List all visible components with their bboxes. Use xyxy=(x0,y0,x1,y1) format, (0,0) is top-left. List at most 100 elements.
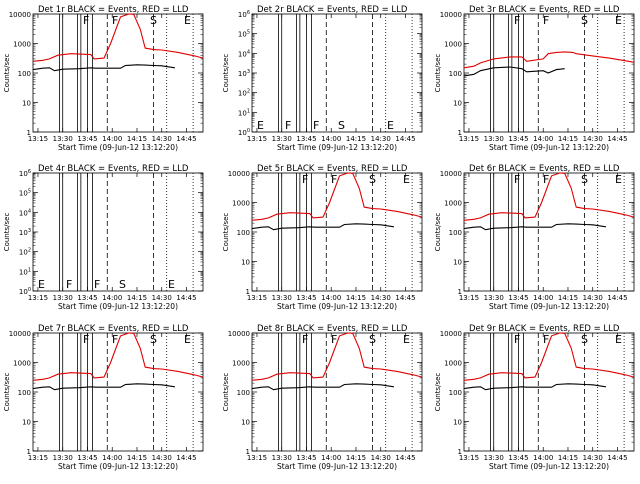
x-tick-label: 14:45 xyxy=(176,135,196,143)
y-tick-exponent: 2 xyxy=(247,89,250,95)
plot-frame xyxy=(33,14,203,132)
y-axis-label: Counts/sec xyxy=(434,213,442,252)
x-axis-label: Start Time (09-Jun-12 13:12:20) xyxy=(58,302,178,311)
x-tick-label: 14:45 xyxy=(395,135,415,143)
x-axis-label: Start Time (09-Jun-12 13:12:20) xyxy=(277,302,397,311)
x-tick-label: 13:30 xyxy=(53,454,73,462)
y-tick-label: 10000 xyxy=(228,330,250,338)
y-tick-label: 10000 xyxy=(440,330,462,338)
flag-letter: S xyxy=(338,119,345,132)
x-tick-label: 13:30 xyxy=(484,135,504,143)
x-tick-label: 14:45 xyxy=(176,294,196,302)
y-tick-label: 1000 xyxy=(444,360,462,368)
y-axis-label: Counts/sec xyxy=(434,54,442,93)
y-tick-exponent: 1 xyxy=(247,108,250,114)
x-tick-label: 13:45 xyxy=(77,294,97,302)
x-tick-label: 13:15 xyxy=(28,294,48,302)
y-tick-label: 1 xyxy=(27,448,31,456)
x-tick-label: 13:30 xyxy=(272,454,292,462)
series-line-events xyxy=(33,384,175,390)
flag-letter: E xyxy=(38,278,45,291)
y-axis-label: Counts/sec xyxy=(222,373,230,412)
series-line-events xyxy=(252,224,394,230)
x-tick-label: 14:45 xyxy=(395,294,415,302)
series-line-events xyxy=(464,224,606,230)
y-tick-label: 10 xyxy=(453,100,462,108)
y-tick-label: 105 xyxy=(238,30,250,39)
y-tick-exponent: 2 xyxy=(28,248,31,254)
x-axis-label: Start Time (09-Jun-12 13:12:20) xyxy=(489,462,609,471)
x-tick-label: 14:00 xyxy=(533,454,553,462)
y-tick-label: 10000 xyxy=(440,11,462,19)
y-tick-label: 1000 xyxy=(232,360,250,368)
plot-frame xyxy=(464,173,634,291)
y-tick-label: 106 xyxy=(19,169,31,178)
x-tick-label: 13:30 xyxy=(272,135,292,143)
x-tick-label: 14:15 xyxy=(127,294,147,302)
x-tick-label: 13:45 xyxy=(296,454,316,462)
plot-frame xyxy=(33,173,203,291)
plot-frame xyxy=(252,14,422,132)
y-tick-label: 1 xyxy=(27,129,31,137)
x-tick-label: 13:15 xyxy=(247,135,267,143)
x-tick-label: 13:30 xyxy=(272,294,292,302)
x-tick-label: 14:15 xyxy=(127,135,147,143)
x-tick-label: 13:45 xyxy=(296,294,316,302)
x-tick-label: 14:45 xyxy=(176,454,196,462)
y-tick-label: 100 xyxy=(18,389,31,397)
x-tick-label: 14:30 xyxy=(152,135,172,143)
x-tick-label: 14:15 xyxy=(346,454,366,462)
x-tick-label: 14:45 xyxy=(607,294,627,302)
x-tick-label: 14:30 xyxy=(152,454,172,462)
x-tick-label: 14:45 xyxy=(607,454,627,462)
y-axis-label: Counts/sec xyxy=(222,213,230,252)
flag-letter: S xyxy=(581,173,588,186)
flag-letter: S xyxy=(581,14,588,27)
y-tick-exponent: 1 xyxy=(28,267,31,273)
y-tick-exponent: 0 xyxy=(247,128,250,134)
flag-letter: E xyxy=(615,333,622,346)
x-tick-label: 14:30 xyxy=(371,294,391,302)
y-tick-label: 10 xyxy=(453,259,462,267)
y-tick-label: 1 xyxy=(458,288,462,296)
flag-letter: F xyxy=(66,278,72,291)
flag-letter: E xyxy=(615,14,622,27)
series-line-lld xyxy=(464,52,634,68)
y-tick-label: 100 xyxy=(237,229,250,237)
y-tick-label: 10000 xyxy=(9,330,31,338)
flag-letter: E xyxy=(387,119,394,132)
x-tick-label: 13:45 xyxy=(508,294,528,302)
y-tick-label: 104 xyxy=(238,49,250,58)
x-tick-label: 13:45 xyxy=(296,135,316,143)
x-tick-label: 14:30 xyxy=(583,294,603,302)
flag-letter: S xyxy=(119,278,126,291)
x-tick-label: 14:15 xyxy=(558,294,578,302)
x-tick-label: 14:30 xyxy=(152,294,172,302)
flag-letter: E xyxy=(168,278,175,291)
y-tick-exponent: 6 xyxy=(28,169,31,175)
x-axis-label: Start Time (09-Jun-12 13:12:20) xyxy=(489,302,609,311)
y-tick-label: 10000 xyxy=(9,11,31,19)
y-tick-label: 100 xyxy=(449,229,462,237)
series-line-events xyxy=(464,384,606,390)
flag-letter: E xyxy=(403,333,410,346)
x-tick-label: 14:00 xyxy=(321,294,341,302)
x-tick-label: 14:00 xyxy=(533,294,553,302)
flag-letter: F xyxy=(543,14,549,27)
x-tick-label: 14:45 xyxy=(607,135,627,143)
flag-letter: S xyxy=(369,173,376,186)
x-tick-label: 14:00 xyxy=(102,135,122,143)
y-tick-exponent: 4 xyxy=(28,208,31,214)
flag-letter: F xyxy=(83,333,89,346)
y-axis-label: Counts/sec xyxy=(222,54,230,93)
plot-frame xyxy=(252,173,422,291)
y-tick-label: 10 xyxy=(22,419,31,427)
y-tick-label: 105 xyxy=(19,189,31,198)
